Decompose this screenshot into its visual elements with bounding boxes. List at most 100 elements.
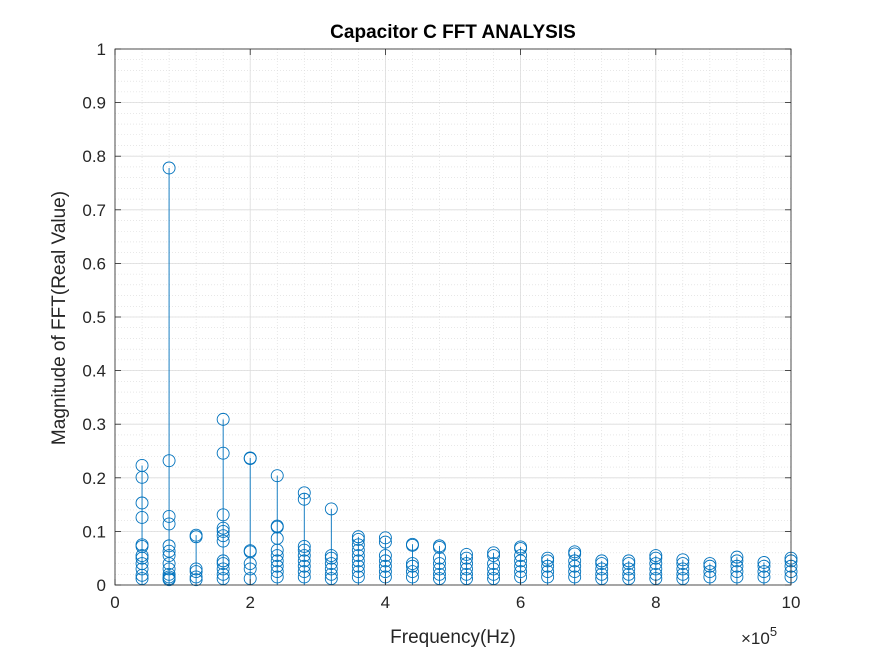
stem-marker	[189, 562, 203, 576]
x-tick-label: 8	[651, 593, 660, 612]
stem-marker	[541, 554, 555, 568]
y-tick-label: 0.5	[82, 308, 106, 327]
stem-marker	[162, 567, 176, 581]
stem-marker	[135, 551, 149, 565]
stem-marker	[189, 530, 203, 544]
stem-marker	[351, 532, 365, 546]
stem-marker	[514, 559, 528, 573]
stem-marker	[297, 486, 311, 500]
y-tick-label: 0.9	[82, 94, 106, 113]
stem-marker	[189, 565, 203, 579]
stem-marker	[433, 551, 446, 565]
x-tick-label: 6	[516, 593, 525, 612]
stem-marker	[351, 559, 365, 573]
stem-marker	[216, 521, 230, 535]
stem-marker	[405, 538, 419, 552]
x-tick-label: 2	[245, 593, 254, 612]
stem-marker	[324, 567, 338, 581]
stem-marker	[270, 520, 284, 534]
stem-marker	[649, 551, 663, 565]
stem-marker	[757, 565, 771, 579]
stem-marker	[162, 454, 176, 468]
stem-marker	[324, 549, 338, 562]
stem-marker	[487, 572, 501, 586]
x-tick-label: 10	[782, 593, 801, 612]
stem-marker	[730, 570, 744, 584]
stem-marker	[270, 559, 284, 573]
stem-marker	[595, 562, 609, 576]
stem-marker	[351, 538, 365, 552]
y-tick-label: 0.7	[82, 201, 106, 220]
stem-marker	[297, 543, 311, 557]
tick-labels: 0 2 4 6 8 10 0 0.1 0.2 0.3 0.4 0.5 0.6 0.7 0.8 0.9 1	[82, 40, 800, 612]
stem-marker	[189, 573, 203, 587]
stem-marker	[162, 557, 176, 571]
stem-marker	[378, 531, 392, 545]
stem-marker	[270, 469, 284, 483]
stem-marker	[568, 554, 582, 568]
stem-marker	[405, 557, 419, 571]
stem-marker	[541, 565, 555, 579]
stem-marker	[595, 554, 609, 568]
stem-marker	[135, 511, 149, 524]
stem-marker	[622, 567, 636, 581]
axis-ticks	[114, 48, 792, 586]
stem-marker	[757, 559, 771, 573]
stem-marker	[622, 572, 636, 586]
stem-marker	[378, 554, 392, 568]
stem-marker	[216, 567, 230, 581]
stem-marker	[405, 565, 419, 579]
stem-marker	[351, 554, 365, 568]
stem-marker	[730, 550, 744, 564]
stem-marker	[541, 551, 555, 565]
stem-marker	[270, 543, 284, 557]
stem-marker	[487, 549, 501, 562]
stem-marker	[649, 562, 663, 576]
x-tick-label: 4	[381, 593, 390, 612]
stem-marker	[162, 517, 176, 531]
stem-marker	[514, 549, 528, 562]
stem-marker	[216, 412, 230, 426]
stem-marker	[135, 496, 149, 510]
y-tick-label: 0.3	[82, 415, 106, 434]
stem-marker	[297, 549, 311, 562]
stem-marker	[135, 562, 149, 576]
stem-marker	[487, 567, 501, 581]
stem-marker	[324, 551, 338, 565]
stem-marker	[216, 562, 230, 576]
stem-marker	[649, 557, 663, 571]
stem-marker	[162, 161, 176, 175]
x-axis-label: Frequency(Hz)	[390, 627, 516, 648]
stem-marker	[297, 554, 311, 568]
y-tick-label: 0.4	[82, 362, 106, 381]
stem-marker	[649, 549, 663, 562]
stem-marker	[243, 562, 257, 576]
y-tick-label: 0.1	[82, 522, 106, 541]
stem-marker	[757, 570, 771, 584]
stem-marker	[595, 557, 609, 571]
stem-marker	[162, 549, 176, 562]
stem-marker	[676, 557, 690, 571]
stem-marker	[676, 562, 690, 576]
stem-marker	[216, 446, 230, 460]
stem-marker	[433, 557, 446, 571]
stem-marker	[405, 559, 419, 573]
stem-marker	[730, 559, 744, 573]
stem-marker	[216, 524, 230, 538]
multiplier-base: ×10	[741, 629, 770, 648]
stem-marker	[135, 568, 149, 582]
y-tick-label: 0	[97, 576, 106, 595]
y-tick-label: 0.8	[82, 147, 106, 166]
stem-marker	[433, 541, 446, 554]
stem-marker	[297, 565, 311, 579]
stem-marker	[270, 570, 284, 584]
stem-marker	[216, 557, 230, 571]
stem-marker	[622, 554, 636, 568]
stem-marker	[378, 535, 392, 549]
stem-marker	[757, 556, 771, 569]
stem-marker	[324, 572, 338, 586]
stem-marker	[460, 572, 473, 586]
stem-marker	[703, 557, 717, 571]
y-tick-label: 1	[97, 40, 106, 59]
